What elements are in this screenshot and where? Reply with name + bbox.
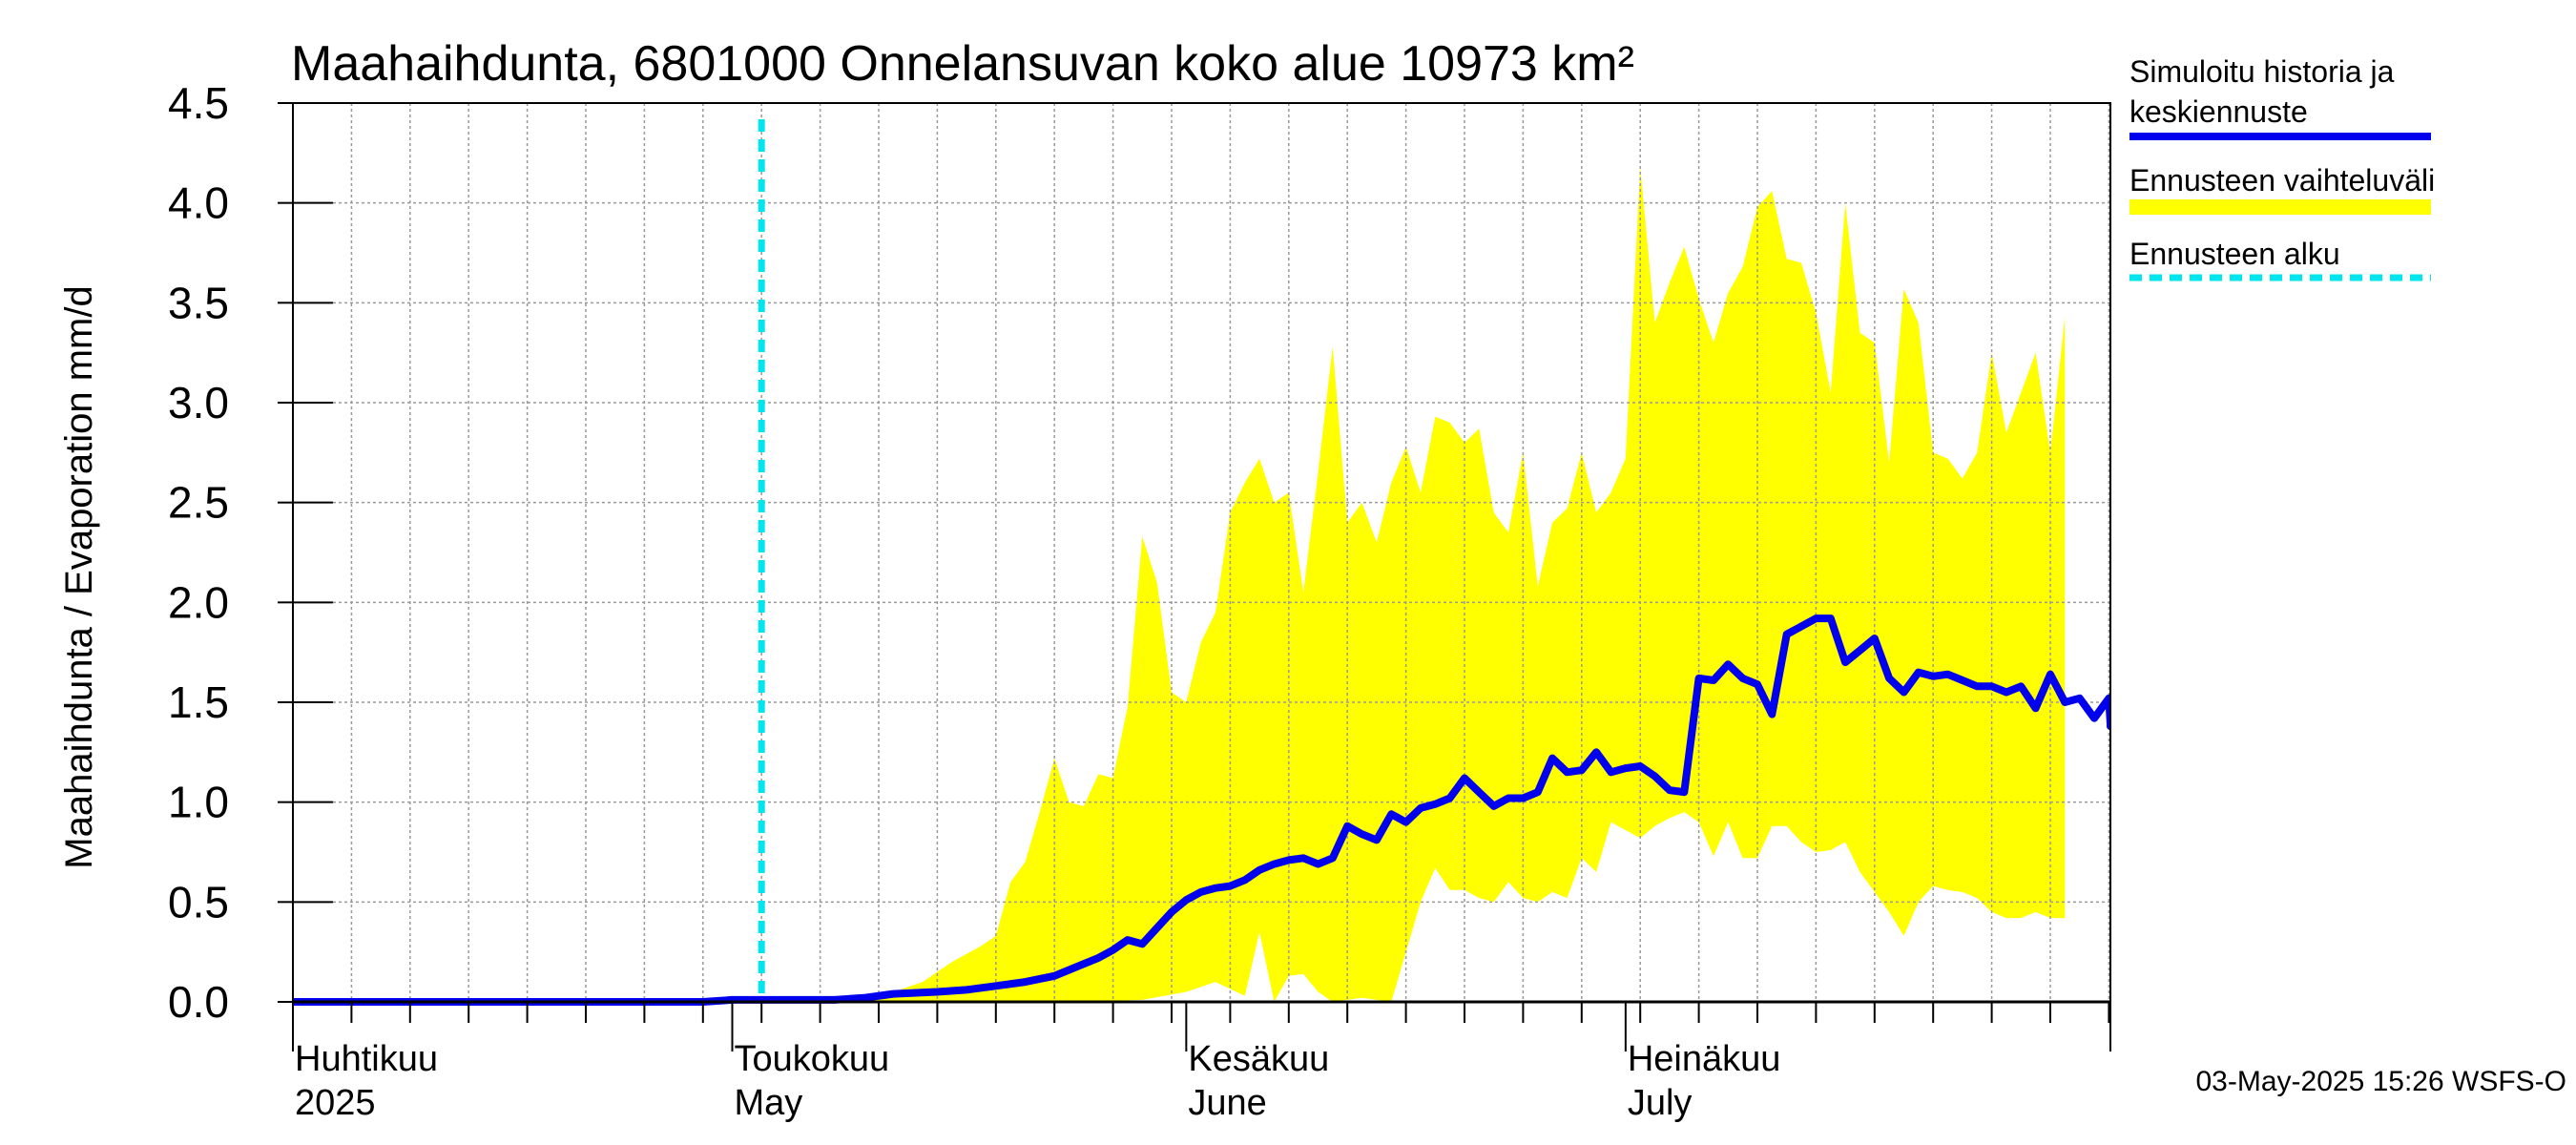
legend-label-simulated-line2: keskiennuste xyxy=(2129,94,2308,129)
month-label-en: June xyxy=(1188,1083,1266,1123)
month-label-fi: Heinäkuu xyxy=(1628,1039,1781,1079)
y-tick-label: 4.5 xyxy=(168,78,229,128)
y-tick-label: 3.5 xyxy=(168,278,229,327)
forecast-range-area xyxy=(761,167,2066,1002)
legend-label-forecast-start: Ennusteen alku xyxy=(2129,237,2340,271)
y-tick-label: 0.0 xyxy=(168,977,229,1027)
month-label-fi: Huhtikuu xyxy=(295,1039,438,1079)
y-tick-label: 1.0 xyxy=(168,778,229,827)
timestamp-footer: 03-May-2025 15:26 WSFS-O xyxy=(2196,1066,2567,1097)
simulated-history-line xyxy=(293,614,2110,1006)
gridlines xyxy=(292,102,2110,1003)
series-line xyxy=(293,614,2110,1006)
y-tick-label: 1.5 xyxy=(168,677,229,727)
chart-title: Maahaihdunta, 6801000 Onnelansuvan koko … xyxy=(291,36,1634,92)
forecast-range-band xyxy=(761,167,2066,1002)
y-tick-label: 3.0 xyxy=(168,378,229,427)
y-tick-label: 2.5 xyxy=(168,478,229,528)
legend-label-simulated-line1: Simuloitu historia ja xyxy=(2129,54,2395,89)
y-tick-label: 4.0 xyxy=(168,178,229,228)
y-tick-label: 0.5 xyxy=(168,877,229,926)
axes: 0.0 0.5 1.0 1.5 2.0 2.5 3.0 3.5 4.0 4.5 Huhtikuu20… xyxy=(168,78,2111,1123)
legend-label-range: Ennusteen vaihteluväli xyxy=(2129,163,2435,198)
y-tick-label: 2.0 xyxy=(168,577,229,627)
legend-swatch-range xyxy=(2129,199,2431,215)
y-axis-label: Maahaihdunta / Evaporation mm/d xyxy=(58,285,100,868)
month-label-fi: Kesäkuu xyxy=(1188,1039,1329,1079)
month-label-en: 2025 xyxy=(295,1083,376,1123)
month-label-en: July xyxy=(1628,1083,1693,1123)
month-label-fi: Toukokuu xyxy=(735,1039,890,1079)
legend: Simuloitu historia ja keskiennuste Ennuste… xyxy=(2129,54,2435,281)
month-label-en: May xyxy=(735,1083,803,1123)
